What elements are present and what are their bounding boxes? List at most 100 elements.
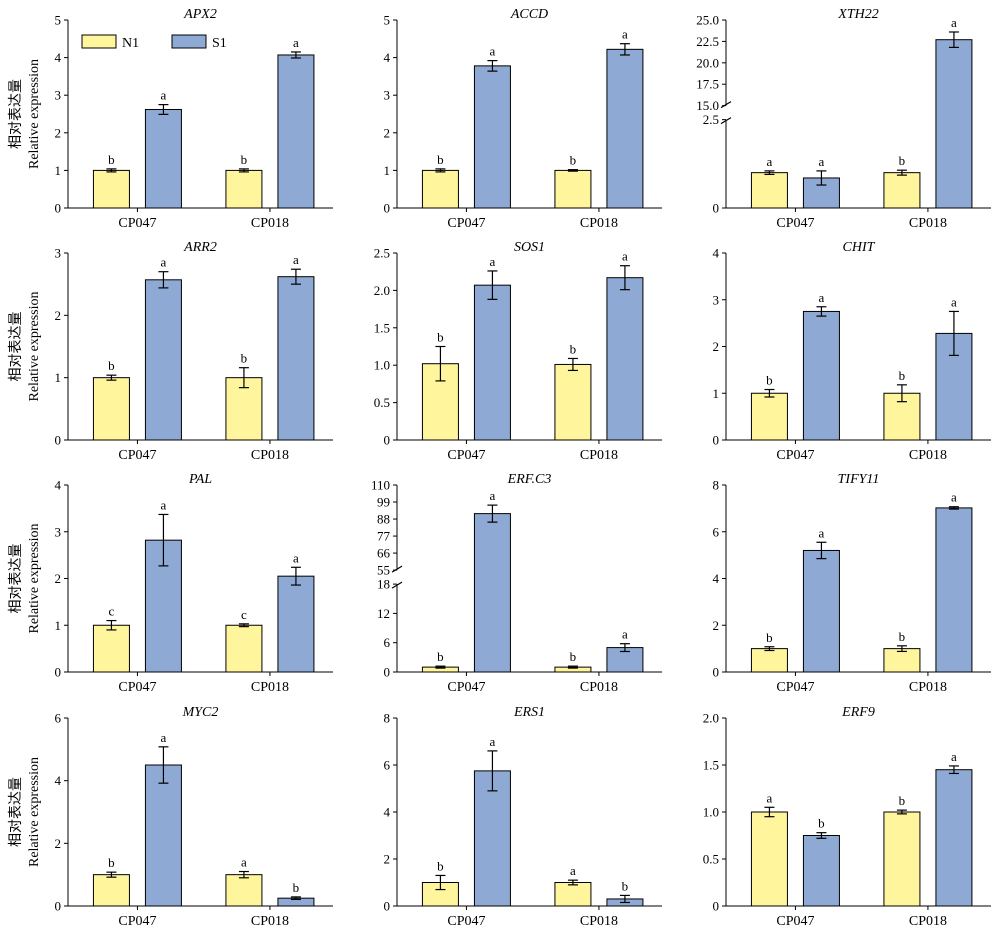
y-tick-label: 0 — [55, 201, 62, 216]
significance-letter: a — [490, 488, 496, 503]
gene-title: SOS1 — [514, 240, 545, 255]
y-tick-label: 0 — [713, 665, 720, 680]
y-tick-label: 1.5 — [703, 758, 719, 773]
significance-letter: b — [570, 341, 577, 356]
y-tick-label: 4 — [55, 773, 62, 788]
category-label-cp018: CP018 — [909, 680, 947, 695]
panel-xth22: 0 2.515.0 17.5 20.0 22.5 25.0 XTH22 CP047 a a CP01… — [696, 7, 991, 231]
significance-letter: a — [490, 734, 496, 749]
significance-letter: a — [819, 154, 825, 169]
category-label-cp047: CP047 — [447, 448, 485, 463]
y-tick-label: 3 — [384, 88, 391, 103]
bar-s1-cp047 — [144, 279, 182, 441]
row-3-ylabel: 相对表达量 Relative expression — [8, 523, 42, 633]
significance-letter: a — [767, 154, 773, 169]
category-label-cp047: CP047 — [118, 914, 156, 929]
bar-n1-cp018 — [883, 172, 921, 209]
category-label-cp018: CP018 — [909, 216, 947, 231]
y-tick-label: 0 — [55, 433, 62, 448]
ylabel-cn: 相对表达量 — [8, 777, 24, 847]
y-tick-label: 66 — [377, 546, 391, 561]
category-label-cp047: CP047 — [447, 680, 485, 695]
y-tick-label: 4 — [384, 50, 391, 65]
category-label-cp047: CP047 — [776, 448, 814, 463]
category-label-cp047: CP047 — [776, 680, 814, 695]
category-label-cp018: CP018 — [251, 448, 289, 463]
legend-label-n1: N1 — [122, 36, 139, 51]
bar-s1-cp047 — [144, 108, 182, 209]
y-tick-label: 6 — [55, 711, 62, 726]
bar-n1-cp047 — [750, 172, 788, 209]
y-tick-label: 4 — [55, 478, 62, 493]
significance-letter: a — [161, 730, 167, 745]
significance-letter: b — [899, 629, 906, 644]
bar-s1-cp018 — [277, 276, 315, 441]
gene-title: XTH22 — [837, 7, 878, 22]
gene-title: PAL — [188, 472, 212, 487]
y-tick-label: 0 — [713, 201, 720, 216]
significance-letter: b — [293, 880, 300, 895]
significance-letter: a — [293, 550, 299, 565]
significance-letter: a — [570, 863, 576, 878]
ylabel-cn: 相对表达量 — [8, 312, 24, 382]
axis-break-mark — [720, 117, 732, 125]
ylabel-cn: 相对表达量 — [8, 544, 24, 614]
bar-s1-cp018 — [935, 507, 973, 673]
axis-break-mark — [391, 565, 403, 573]
y-tick-label: 55 — [377, 563, 390, 578]
y-tick-label: 0 — [55, 665, 62, 680]
y-tick-label: 6 — [713, 524, 720, 539]
bar-n1-cp018 — [225, 874, 263, 907]
significance-letter: b — [437, 330, 444, 345]
significance-letter: b — [570, 649, 577, 664]
y-tick-label: 2.5 — [374, 246, 390, 261]
panel-sos1: 0 0.5 1.0 1.5 2.0 2.5 SOS1 CP047 b a CP018 b a — [374, 240, 662, 463]
bar-s1-cp047 — [144, 764, 182, 907]
category-label-cp047: CP047 — [776, 216, 814, 231]
significance-letter: a — [951, 294, 957, 309]
bar-n1-cp047 — [750, 811, 788, 907]
y-tick-label: 4 — [384, 805, 391, 820]
y-tick-label: 22.5 — [696, 34, 719, 49]
significance-letter: b — [766, 630, 773, 645]
category-label-cp047: CP047 — [776, 914, 814, 929]
axis-break-mark — [720, 101, 732, 109]
bar-n1-cp047 — [421, 169, 459, 209]
ylabel-en: Relative expression — [27, 523, 42, 633]
bar-n1-cp047 — [750, 648, 788, 673]
category-label-cp018: CP018 — [580, 216, 618, 231]
y-tick-label: 77 — [377, 529, 391, 544]
y-tick-label: 2.0 — [374, 283, 390, 298]
significance-letter: a — [161, 497, 167, 512]
bar-n1-cp018 — [225, 169, 263, 209]
significance-letter: b — [899, 368, 906, 383]
panel-apx2: 0 1 2 3 4 5 APX2 CP047 b a CP018 b a — [55, 7, 333, 231]
significance-letter: b — [437, 858, 444, 873]
bar-s1-cp018 — [606, 277, 644, 441]
y-tick-label: 8 — [713, 478, 720, 493]
y-tick-label: 2 — [55, 836, 62, 851]
gene-title: ERS1 — [513, 705, 545, 720]
significance-letter: b — [241, 351, 248, 366]
significance-letter: a — [161, 255, 167, 270]
bar-s1-cp047 — [802, 549, 840, 673]
bar-n1-cp047 — [92, 169, 130, 209]
gene-title: ACCD — [510, 7, 548, 22]
bar-s1-cp047 — [473, 65, 511, 209]
gene-title: ERF.C3 — [507, 472, 552, 487]
y-tick-label: 5 — [55, 13, 62, 28]
y-tick-label: 3 — [55, 246, 62, 261]
y-tick-label: 0 — [55, 899, 62, 914]
y-tick-label: 6 — [384, 758, 391, 773]
panel-erf9: 0 0.5 1.0 1.5 2.0 ERF9 CP047 a b CP018 b a — [703, 705, 991, 929]
bar-n1-cp047 — [92, 624, 130, 673]
panel-pal: 0 1 2 3 4 PAL CP047 c a CP018 c a — [55, 472, 333, 695]
y-tick-label: 3 — [55, 524, 62, 539]
bar-n1-cp018 — [225, 624, 263, 673]
y-tick-label: 1.0 — [374, 358, 390, 373]
y-tick-label: 0.5 — [374, 395, 390, 410]
y-tick-label: 0.5 — [703, 852, 719, 867]
significance-letter: c — [109, 604, 115, 619]
